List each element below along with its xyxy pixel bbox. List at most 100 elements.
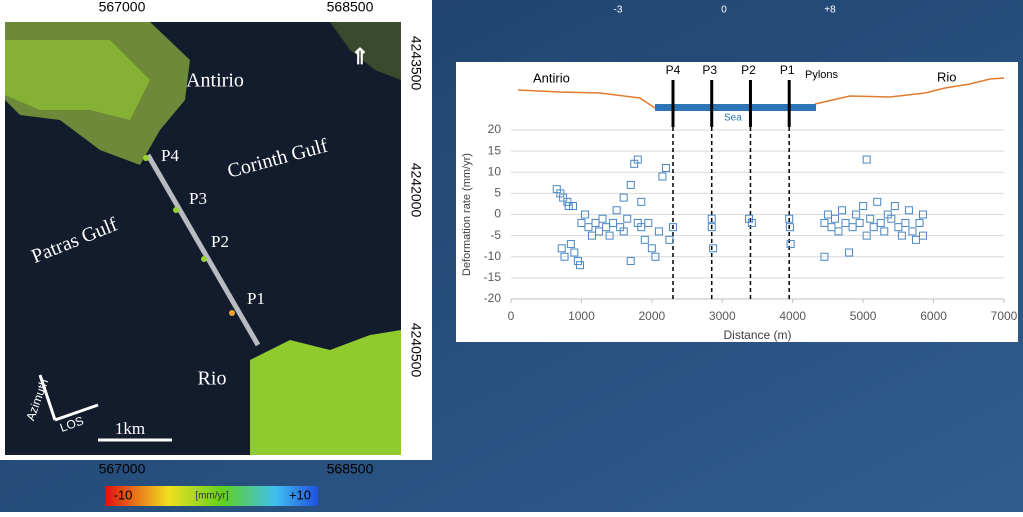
point bbox=[564, 202, 573, 211]
land-north-points bbox=[5, 40, 150, 120]
direction-arrows bbox=[38, 374, 99, 422]
colorbar bbox=[105, 486, 318, 506]
x-tick-label: 6000 bbox=[920, 309, 947, 323]
y-tick-label: -15 bbox=[484, 270, 502, 284]
point bbox=[612, 206, 621, 215]
point bbox=[862, 231, 871, 240]
point bbox=[709, 244, 718, 253]
point bbox=[576, 261, 585, 270]
colorbar-label: [mm/yr] bbox=[195, 491, 229, 502]
map-y-tick: 4242000 bbox=[408, 163, 424, 218]
point bbox=[855, 218, 864, 227]
pylon-label: P4 bbox=[161, 146, 179, 165]
point bbox=[626, 180, 635, 189]
point bbox=[557, 244, 566, 253]
pylon-label: P3 bbox=[702, 63, 717, 77]
point bbox=[602, 223, 611, 232]
point bbox=[580, 210, 589, 219]
point bbox=[919, 231, 928, 240]
point bbox=[559, 193, 568, 202]
profile-label: Pylons bbox=[805, 69, 839, 81]
point bbox=[876, 218, 885, 227]
profile-label: Sea bbox=[724, 113, 742, 124]
point bbox=[644, 218, 653, 227]
point bbox=[619, 227, 628, 236]
point bbox=[785, 223, 794, 232]
point bbox=[623, 214, 632, 223]
point bbox=[866, 214, 875, 223]
point bbox=[647, 244, 656, 253]
land-northeast bbox=[330, 22, 401, 80]
point bbox=[665, 235, 674, 244]
strip-label: +8 bbox=[824, 5, 836, 16]
point bbox=[560, 252, 569, 261]
pylon-label: P2 bbox=[741, 63, 756, 77]
point bbox=[852, 210, 861, 219]
point bbox=[577, 218, 586, 227]
x-tick-label: 1000 bbox=[568, 309, 595, 323]
point bbox=[915, 218, 924, 227]
map-x-tick: 567000 bbox=[99, 0, 146, 15]
y-tick-label: 15 bbox=[488, 143, 502, 157]
y-tick-label: -20 bbox=[484, 291, 502, 305]
point bbox=[658, 172, 667, 181]
point bbox=[566, 240, 575, 249]
point bbox=[897, 231, 906, 240]
point bbox=[785, 214, 794, 223]
point bbox=[827, 223, 836, 232]
point bbox=[640, 235, 649, 244]
point bbox=[605, 231, 614, 240]
point bbox=[651, 252, 660, 261]
point bbox=[707, 214, 716, 223]
bridge bbox=[145, 153, 261, 347]
point bbox=[573, 256, 582, 265]
y-tick-label: 0 bbox=[494, 207, 501, 221]
x-tick-label: 3000 bbox=[709, 309, 736, 323]
point bbox=[745, 214, 754, 223]
point bbox=[556, 189, 565, 198]
point bbox=[911, 235, 920, 244]
point bbox=[862, 155, 871, 164]
point bbox=[919, 210, 928, 219]
y-axis-label: Deformation rate (mm/yr) bbox=[461, 153, 473, 276]
profile-label: Rio bbox=[937, 69, 957, 84]
x-tick-label: 2000 bbox=[639, 309, 666, 323]
y-tick-label: -5 bbox=[490, 228, 501, 242]
map-y-tick: 4240500 bbox=[408, 323, 424, 378]
y-tick-label: 10 bbox=[488, 164, 502, 178]
pylon-label: P4 bbox=[666, 63, 681, 77]
pylon-label: P2 bbox=[211, 232, 229, 251]
colorbar-label: +10 bbox=[289, 487, 311, 502]
x-tick-label: 7000 bbox=[991, 309, 1018, 323]
profile-label: Antirio bbox=[533, 70, 570, 85]
point bbox=[873, 197, 882, 206]
scale-label: 1km bbox=[115, 419, 145, 438]
pylon-label: P3 bbox=[189, 189, 207, 208]
x-tick-label: 4000 bbox=[779, 309, 806, 323]
x-tick-label: 5000 bbox=[850, 309, 877, 323]
map-y-tick: 4243500 bbox=[408, 36, 424, 91]
point bbox=[820, 252, 829, 261]
land-south bbox=[250, 330, 401, 455]
terrain-profile bbox=[517, 77, 1005, 109]
point bbox=[901, 218, 910, 227]
pylon-dot bbox=[201, 256, 207, 262]
y-tick-label: -10 bbox=[484, 249, 502, 263]
strip-label: 0 bbox=[721, 5, 727, 16]
map-x-tick: 568500 bbox=[327, 0, 374, 15]
point bbox=[841, 218, 850, 227]
point bbox=[786, 240, 795, 249]
point bbox=[830, 214, 839, 223]
point bbox=[654, 227, 663, 236]
point bbox=[598, 214, 607, 223]
point bbox=[848, 223, 857, 232]
place-label: Antirio bbox=[186, 70, 244, 92]
point bbox=[859, 202, 868, 211]
pylon-label: P1 bbox=[247, 289, 265, 308]
point bbox=[619, 193, 628, 202]
point bbox=[904, 206, 913, 215]
point bbox=[880, 227, 889, 236]
point bbox=[637, 223, 646, 232]
point bbox=[587, 231, 596, 240]
